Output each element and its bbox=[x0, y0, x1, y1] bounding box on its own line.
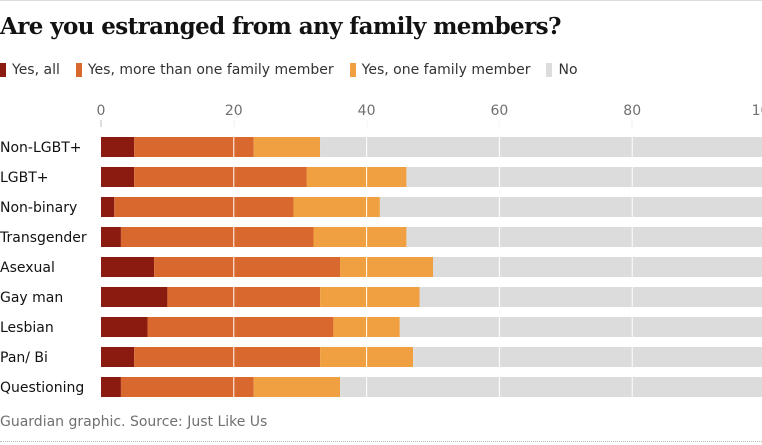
bar-segment bbox=[313, 227, 407, 247]
x-tick-label: 60 bbox=[490, 103, 508, 119]
legend-label: Yes, all bbox=[12, 62, 60, 78]
x-tick-label: 0 bbox=[97, 103, 106, 119]
bar-segment bbox=[433, 257, 762, 277]
bar-segment bbox=[120, 377, 254, 397]
category-label: Asexual bbox=[0, 260, 55, 276]
bar-segment bbox=[419, 287, 762, 307]
bar-segment bbox=[306, 167, 407, 187]
bar-segment bbox=[101, 377, 121, 397]
bar-segment bbox=[147, 317, 334, 337]
bar-segment bbox=[253, 377, 341, 397]
category-label: Lesbian bbox=[0, 320, 54, 336]
legend-item: Yes, one family member bbox=[349, 62, 531, 78]
bar-segment bbox=[101, 197, 115, 217]
legend-swatch bbox=[75, 63, 82, 77]
category-label: Gay man bbox=[0, 290, 63, 306]
legend-item: Yes, all bbox=[0, 62, 60, 78]
category-label: LGBT+ bbox=[0, 170, 49, 186]
bar-segment bbox=[101, 287, 168, 307]
bar-segment bbox=[114, 197, 294, 217]
legend-swatch bbox=[0, 63, 6, 77]
bar-segment bbox=[101, 137, 135, 157]
bar-segment bbox=[101, 167, 135, 187]
bar-segment bbox=[406, 167, 762, 187]
legend-item: Yes, more than one family member bbox=[75, 62, 334, 78]
bar-segment bbox=[399, 317, 762, 337]
bar-segment bbox=[253, 137, 321, 157]
bar-segment bbox=[413, 347, 762, 367]
x-tick-label: 40 bbox=[358, 103, 376, 119]
bar-segment bbox=[101, 227, 121, 247]
bar-segment bbox=[120, 227, 314, 247]
x-tick-label: 100 bbox=[752, 103, 762, 119]
bar-segment bbox=[154, 257, 341, 277]
bar-segment bbox=[293, 197, 380, 217]
top-rule bbox=[0, 0, 762, 1]
bar-segment bbox=[379, 197, 762, 217]
category-label: Pan/ Bi bbox=[0, 350, 48, 366]
bar-segment bbox=[320, 137, 762, 157]
bar-segment bbox=[101, 317, 148, 337]
x-tick-label: 20 bbox=[225, 103, 243, 119]
bar-segment bbox=[134, 137, 254, 157]
legend: Yes, all Yes, more than one family member… bbox=[0, 60, 594, 80]
stacked-bar-chart: 0 20 40 60 80 100 Non-LGBT+ LGBT+ Non-binary Tran… bbox=[0, 103, 762, 400]
bar-segment bbox=[167, 287, 321, 307]
bar-segment bbox=[320, 287, 420, 307]
bar-segment bbox=[101, 257, 155, 277]
legend-swatch bbox=[349, 63, 356, 77]
legend-label: No bbox=[558, 62, 578, 78]
category-label: Questioning bbox=[0, 380, 84, 396]
legend-label: Yes, one family member bbox=[361, 62, 531, 78]
legend-label: Yes, more than one family member bbox=[87, 62, 334, 78]
legend-swatch bbox=[546, 63, 553, 77]
x-tick-label: 80 bbox=[623, 103, 641, 119]
category-label: Transgender bbox=[0, 230, 87, 246]
bottom-rule bbox=[0, 441, 762, 442]
source-note: Guardian graphic. Source: Just Like Us bbox=[0, 414, 268, 430]
bar-segment bbox=[134, 347, 321, 367]
chart-title: Are you estranged from any family member… bbox=[0, 13, 561, 40]
bar-segment bbox=[134, 167, 307, 187]
bar-segment bbox=[406, 227, 762, 247]
bar-segment bbox=[340, 377, 762, 397]
bar-segment bbox=[101, 347, 135, 367]
legend-item: No bbox=[546, 62, 578, 78]
category-label: Non-binary bbox=[0, 200, 77, 216]
bar-segment bbox=[340, 257, 433, 277]
category-label: Non-LGBT+ bbox=[0, 140, 82, 156]
